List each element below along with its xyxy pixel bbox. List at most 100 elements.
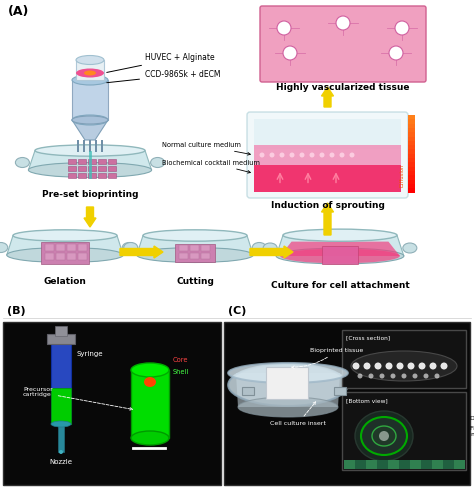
Text: Induction of sprouting: Induction of sprouting	[271, 201, 384, 210]
Text: Cell culture insert: Cell culture insert	[270, 402, 326, 426]
Bar	[408, 167, 415, 171]
Bar	[254, 119, 401, 149]
Ellipse shape	[84, 71, 96, 75]
Bar	[408, 188, 415, 193]
Bar	[408, 175, 415, 180]
Ellipse shape	[143, 230, 247, 241]
Bar	[78, 173, 86, 178]
Bar	[108, 173, 116, 178]
Circle shape	[396, 363, 403, 369]
Circle shape	[349, 152, 355, 157]
Bar	[51, 342, 71, 424]
Ellipse shape	[151, 157, 164, 168]
Ellipse shape	[372, 426, 396, 446]
Bar	[41, 242, 89, 264]
Bar	[72, 80, 108, 120]
Bar	[83, 140, 85, 152]
Text: (C): (C)	[228, 306, 246, 316]
Bar	[88, 159, 96, 164]
Bar	[108, 166, 116, 171]
Bar	[3, 322, 221, 485]
Bar	[45, 253, 54, 260]
Bar	[190, 253, 199, 259]
Bar	[190, 245, 199, 251]
Circle shape	[357, 373, 363, 378]
Polygon shape	[7, 236, 123, 255]
Bar	[408, 132, 415, 137]
Bar	[408, 123, 415, 128]
Bar	[342, 392, 466, 470]
Circle shape	[339, 152, 345, 157]
Ellipse shape	[144, 377, 156, 387]
Circle shape	[353, 363, 359, 369]
Ellipse shape	[137, 247, 253, 263]
FancyArrow shape	[120, 246, 163, 258]
Ellipse shape	[72, 116, 108, 124]
Circle shape	[440, 363, 447, 369]
Polygon shape	[276, 235, 404, 256]
Bar	[95, 140, 97, 152]
Bar	[388, 460, 399, 469]
Bar	[55, 326, 67, 336]
Bar	[410, 460, 421, 469]
Bar	[68, 166, 76, 171]
Bar	[408, 115, 415, 120]
Text: Bioprinted tissue: Bioprinted tissue	[292, 348, 363, 368]
Text: (A): (A)	[8, 5, 29, 18]
Ellipse shape	[72, 75, 108, 85]
Bar	[408, 149, 415, 154]
Text: Cutting: Cutting	[176, 277, 214, 286]
Bar	[68, 173, 76, 178]
Ellipse shape	[122, 243, 136, 252]
Ellipse shape	[351, 351, 457, 381]
Text: Culture for cell attachment: Culture for cell attachment	[271, 281, 410, 290]
FancyBboxPatch shape	[260, 6, 426, 82]
Bar	[432, 460, 443, 469]
Bar	[88, 173, 96, 178]
Text: Diffusion channel: Diffusion channel	[470, 416, 474, 421]
Bar	[408, 141, 415, 146]
Ellipse shape	[283, 229, 397, 241]
Polygon shape	[236, 373, 340, 407]
Circle shape	[385, 363, 392, 369]
Bar	[254, 146, 401, 166]
Text: Nozzle: Nozzle	[49, 459, 73, 465]
Circle shape	[419, 363, 426, 369]
Bar	[78, 244, 87, 251]
Bar	[201, 253, 210, 259]
Circle shape	[280, 152, 284, 157]
Ellipse shape	[72, 115, 108, 125]
Bar	[45, 244, 54, 251]
Ellipse shape	[15, 157, 29, 168]
Bar	[408, 119, 415, 124]
Bar	[88, 166, 96, 171]
Ellipse shape	[131, 431, 169, 445]
Polygon shape	[72, 120, 108, 140]
Text: (B): (B)	[7, 306, 26, 316]
Bar	[421, 460, 432, 469]
Circle shape	[435, 373, 439, 378]
Circle shape	[379, 431, 389, 441]
Text: Syringe: Syringe	[77, 351, 103, 357]
Ellipse shape	[35, 145, 145, 156]
Ellipse shape	[228, 363, 348, 383]
Bar	[408, 154, 415, 158]
Ellipse shape	[124, 243, 138, 252]
Ellipse shape	[263, 243, 277, 253]
Bar	[51, 388, 71, 424]
Bar	[67, 253, 76, 260]
Circle shape	[389, 46, 403, 60]
Bar	[175, 244, 215, 262]
Polygon shape	[28, 150, 152, 170]
Bar	[366, 460, 377, 469]
Circle shape	[329, 152, 335, 157]
Bar	[242, 387, 254, 395]
Ellipse shape	[28, 163, 152, 177]
Bar	[408, 162, 415, 167]
Bar	[355, 460, 366, 469]
Ellipse shape	[238, 397, 338, 417]
Ellipse shape	[361, 417, 407, 455]
Text: Gelation: Gelation	[44, 277, 86, 286]
Ellipse shape	[276, 248, 404, 264]
Text: [Cross section]: [Cross section]	[346, 335, 390, 340]
